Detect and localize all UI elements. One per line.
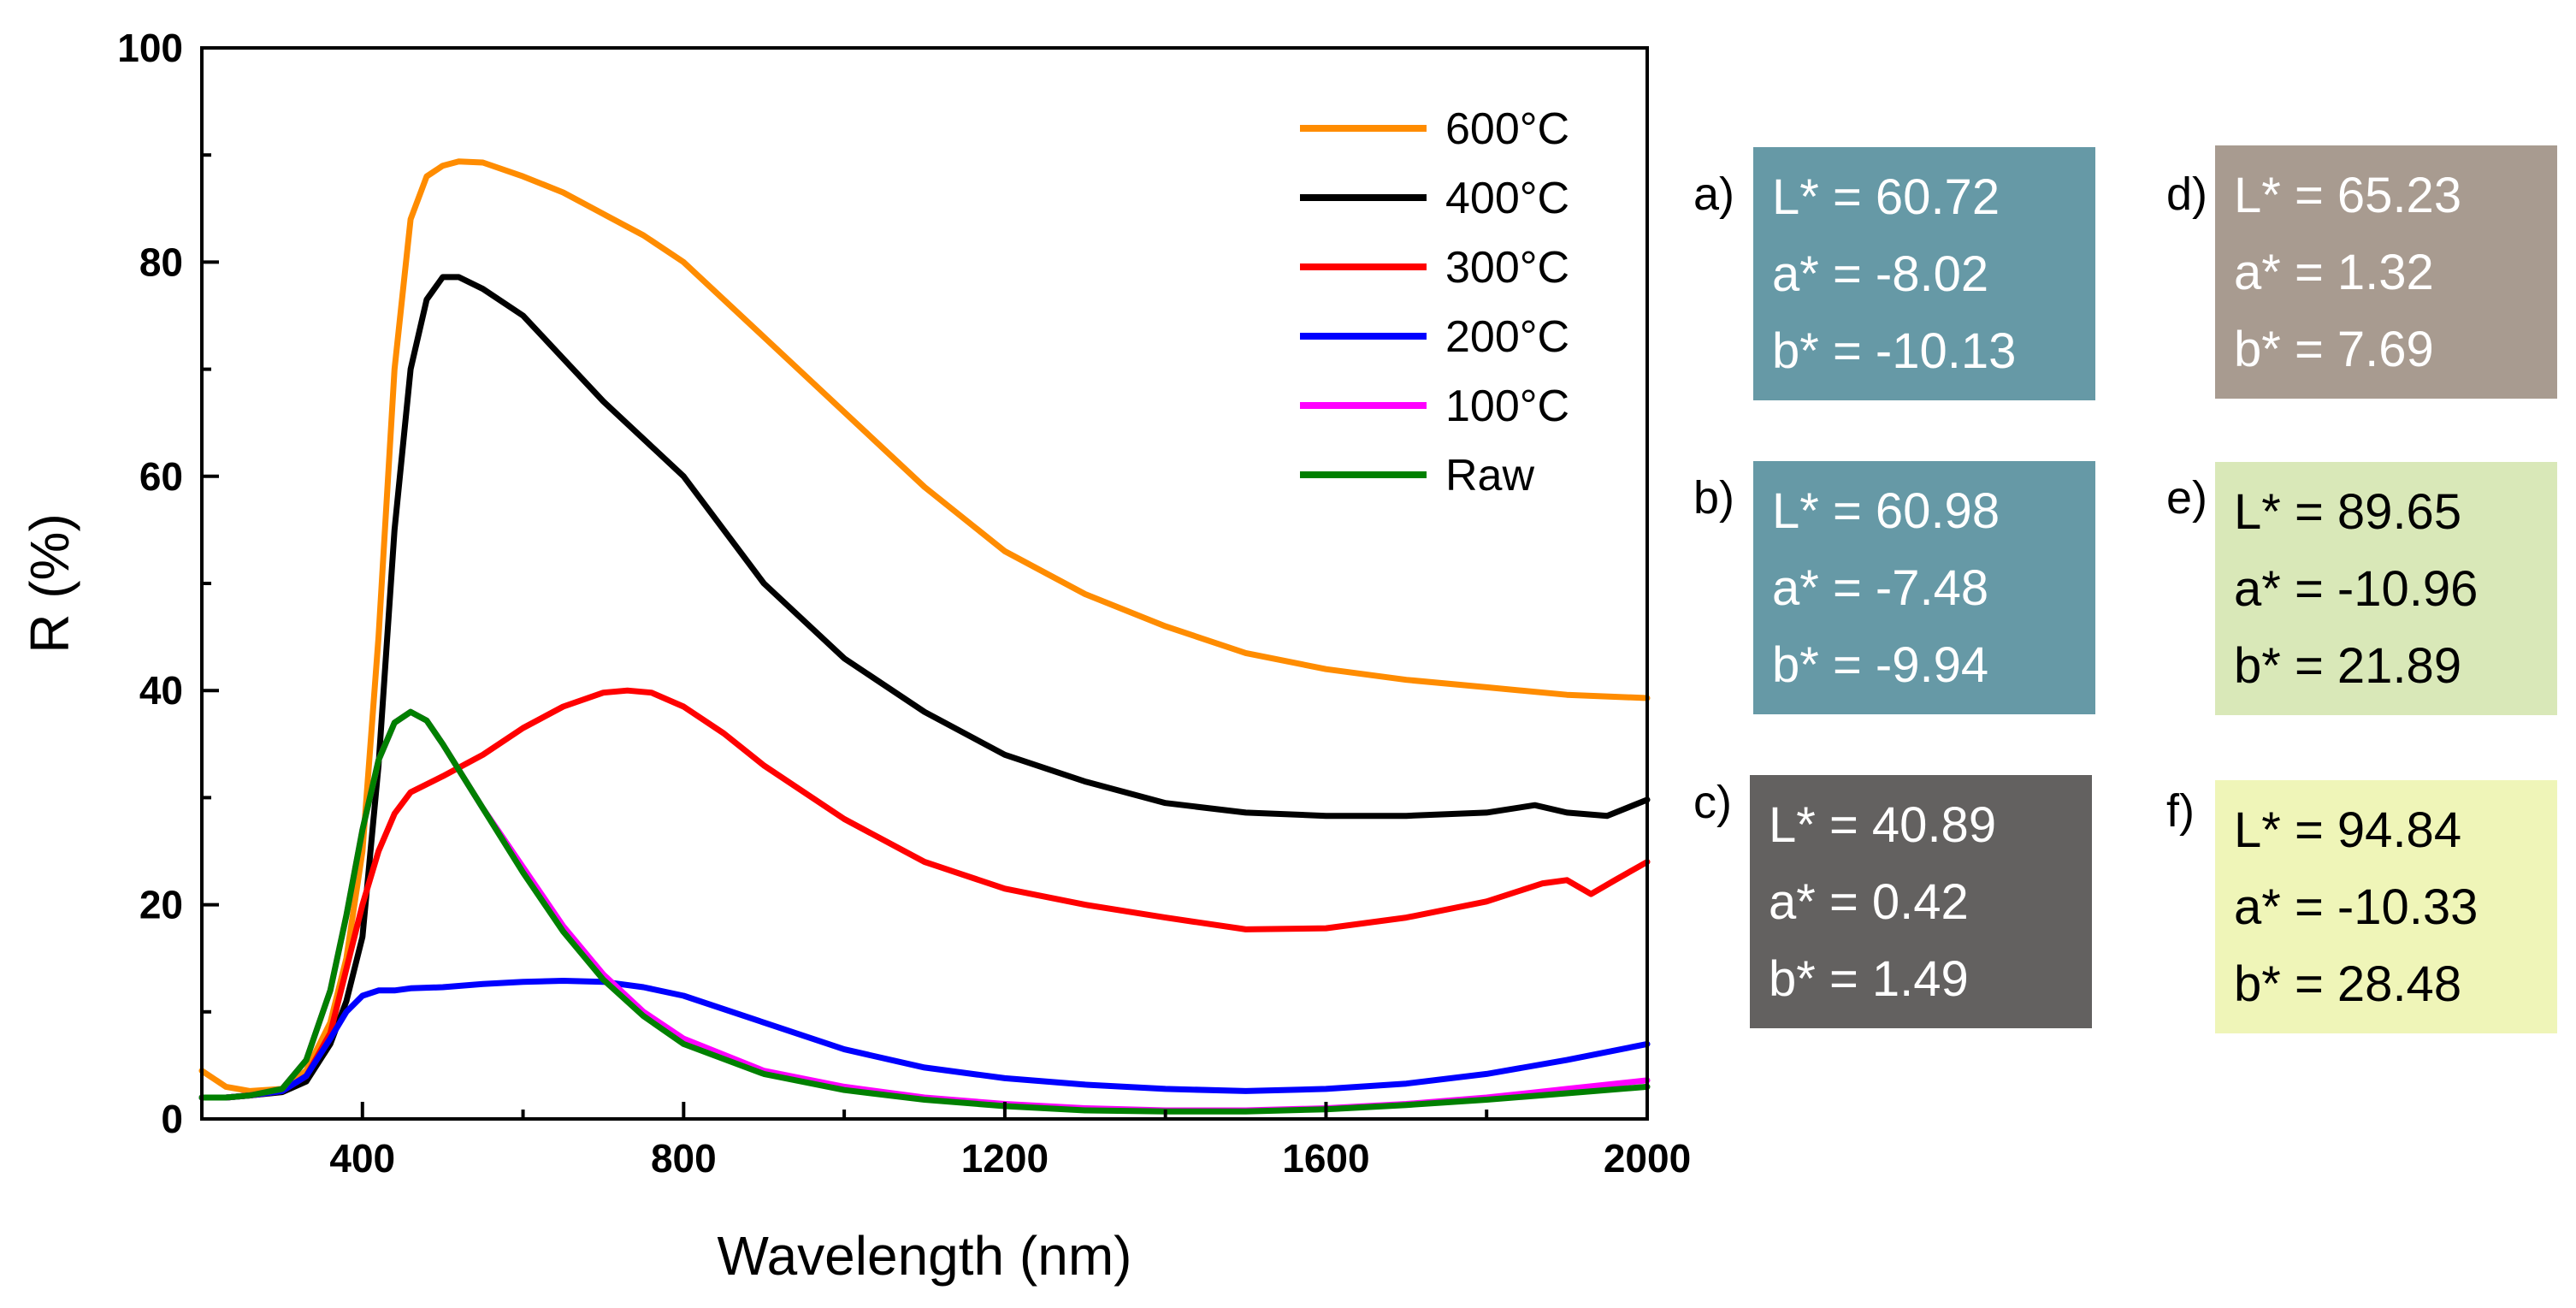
box-c-a-value: a* = 0.42 bbox=[1769, 874, 1969, 930]
box-c-l-value: L* = 40.89 bbox=[1769, 797, 1997, 853]
box-f-letter: f) bbox=[2166, 785, 2195, 837]
x-tick-label: 1600 bbox=[1282, 1136, 1369, 1181]
legend-label: 600°C bbox=[1445, 104, 1569, 154]
series-line-600c bbox=[198, 158, 1651, 1094]
plot-lines bbox=[198, 158, 1651, 1115]
x-tick-label: 2000 bbox=[1604, 1136, 1691, 1181]
box-b-a-value: a* = -7.48 bbox=[1772, 560, 1989, 616]
x-tick-label: 800 bbox=[651, 1136, 717, 1181]
box-a-b-value: b* = -10.13 bbox=[1772, 323, 2017, 379]
legend: 600°C 400°C 300°C 200°C 100°C Raw bbox=[1300, 104, 1569, 500]
y-tick-label: 0 bbox=[161, 1097, 183, 1141]
x-tick-label: 400 bbox=[329, 1136, 395, 1181]
box-d-a-value: a* = 1.32 bbox=[2234, 245, 2434, 300]
box-f-l-value: L* = 94.84 bbox=[2234, 802, 2462, 858]
x-axis-title: Wavelength (nm) bbox=[718, 1225, 1132, 1287]
color-box-e: L* = 89.65 a* = -10.96 b* = 21.89 bbox=[2215, 462, 2557, 715]
legend-label: 400°C bbox=[1445, 174, 1569, 223]
color-box-c: L* = 40.89 a* = 0.42 b* = 1.49 bbox=[1750, 775, 2092, 1028]
box-e-letter: e) bbox=[2166, 472, 2208, 524]
y-tick-label: 20 bbox=[139, 883, 183, 927]
box-b-letter: b) bbox=[1693, 472, 1735, 524]
box-f-a-value: a* = -10.33 bbox=[2234, 879, 2479, 935]
series-line-200c bbox=[198, 978, 1651, 1101]
box-e-l-value: L* = 89.65 bbox=[2234, 484, 2462, 540]
x-tick-label: 1200 bbox=[961, 1136, 1049, 1181]
box-d-letter: d) bbox=[2166, 169, 2208, 220]
series-line-400c bbox=[198, 274, 1651, 1101]
box-a-l-value: L* = 60.72 bbox=[1772, 169, 2000, 225]
box-c-letter: c) bbox=[1693, 777, 1732, 828]
color-box-b: L* = 60.98 a* = -7.48 b* = -9.94 bbox=[1753, 461, 2095, 714]
box-e-b-value: b* = 21.89 bbox=[2234, 638, 2462, 694]
box-e-a-value: a* = -10.96 bbox=[2234, 561, 2479, 617]
box-b-b-value: b* = -9.94 bbox=[1772, 637, 1989, 693]
box-d-b-value: b* = 7.69 bbox=[2234, 322, 2434, 377]
y-tick-label: 60 bbox=[139, 454, 183, 499]
axis-ticks: 400 800 1200 1600 2000 0 20 40 60 80 100 bbox=[117, 26, 1691, 1181]
series-line-300c bbox=[198, 687, 1651, 1101]
box-b-l-value: L* = 60.98 bbox=[1772, 483, 2000, 539]
box-c-b-value: b* = 1.49 bbox=[1769, 951, 1969, 1007]
box-a-letter: a) bbox=[1693, 169, 1735, 220]
legend-label: 100°C bbox=[1445, 382, 1569, 431]
plot-frame bbox=[200, 46, 1649, 1121]
reflectance-chart: 400 800 1200 1600 2000 0 20 40 60 80 100 Wavelengt… bbox=[19, 26, 1691, 1287]
box-a-a-value: a* = -8.02 bbox=[1772, 246, 1989, 302]
color-box-d: L* = 65.23 a* = 1.32 b* = 7.69 bbox=[2215, 145, 2557, 399]
legend-label: 200°C bbox=[1445, 312, 1569, 362]
y-axis-title: R (%) bbox=[19, 513, 80, 654]
legend-label: 300°C bbox=[1445, 243, 1569, 293]
y-tick-label: 80 bbox=[139, 240, 183, 284]
legend-label: Raw bbox=[1445, 451, 1534, 500]
series-line-raw bbox=[198, 708, 1651, 1115]
color-box-f: L* = 94.84 a* = -10.33 b* = 28.48 bbox=[2215, 780, 2557, 1033]
y-tick-label: 40 bbox=[139, 668, 183, 713]
y-tick-label: 100 bbox=[117, 26, 183, 70]
box-d-l-value: L* = 65.23 bbox=[2234, 168, 2462, 223]
color-box-a: L* = 60.72 a* = -8.02 b* = -10.13 bbox=[1753, 147, 2095, 400]
box-f-b-value: b* = 28.48 bbox=[2234, 956, 2462, 1012]
